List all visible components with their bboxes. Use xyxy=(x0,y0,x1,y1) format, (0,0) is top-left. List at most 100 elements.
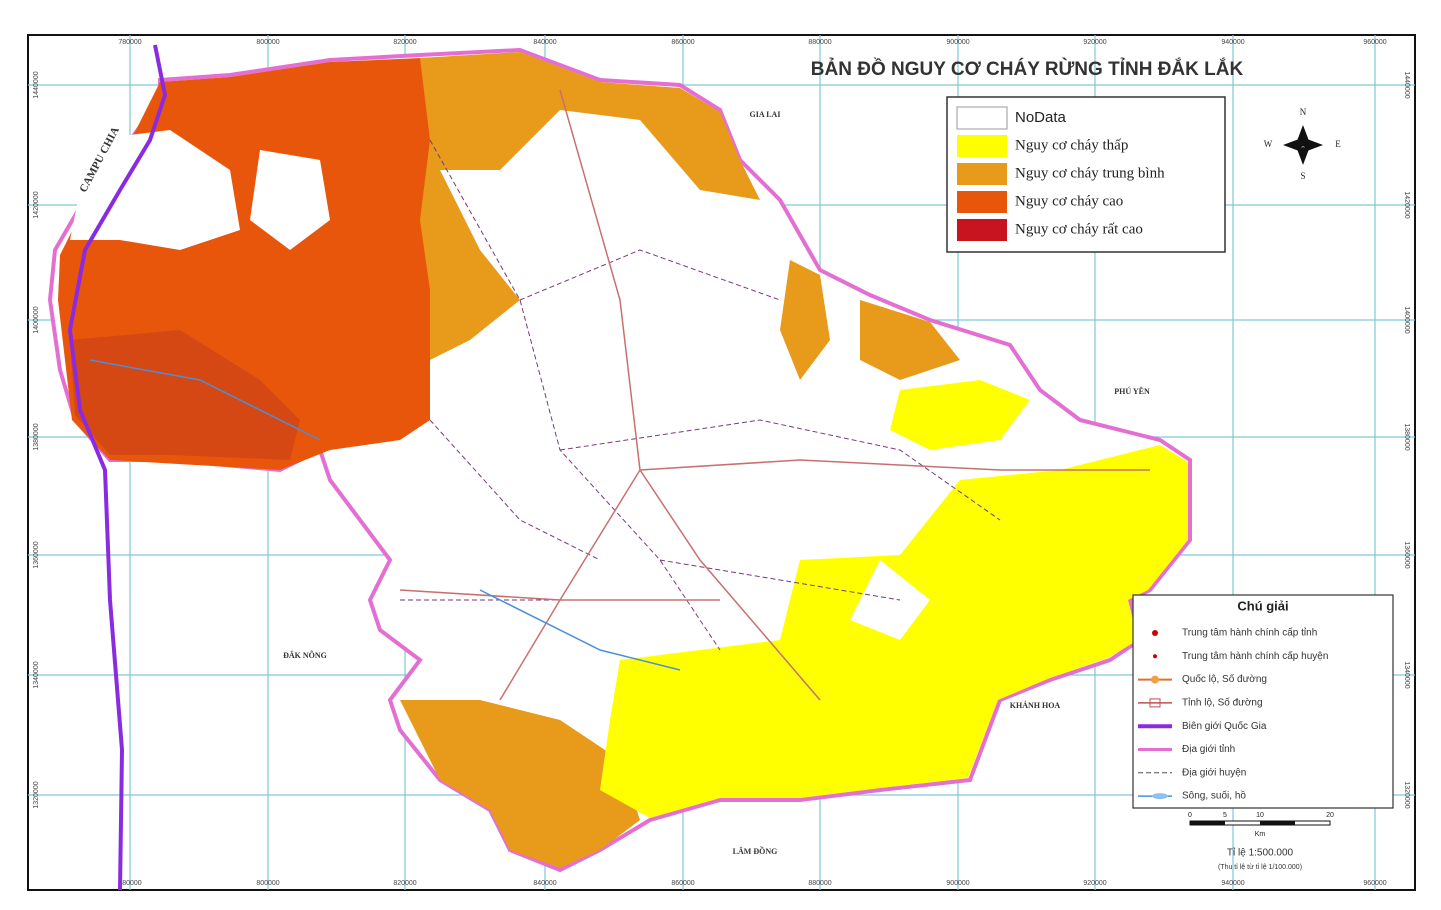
neighbor-label: PHÚ YÊN xyxy=(1114,386,1150,396)
zone-low xyxy=(890,380,1030,450)
scale-bar: 0 5 10 20 Km Tỉ lệ 1:500.000 (Thu tỉ lệ từ tỉ … xyxy=(1188,812,1334,871)
grid-label: 1420000 xyxy=(1403,191,1410,218)
neighbor-label: GIA LAI xyxy=(750,110,781,119)
zone-low-gap xyxy=(850,560,930,640)
compass-label: N xyxy=(1300,107,1307,117)
key-label: Địa giới tỉnh xyxy=(1182,743,1235,755)
scale-bar-segment xyxy=(1260,821,1295,825)
key-label: Trung tâm hành chính cấp tỉnh xyxy=(1182,627,1317,639)
key-label: Sông, suối, hồ xyxy=(1182,790,1246,802)
key-item: Địa giới huyện xyxy=(1138,767,1246,778)
grid-label: 1440000 xyxy=(1403,71,1410,98)
scale-note: (Thu tỉ lệ từ tỉ lệ 1/100.000) xyxy=(1218,863,1302,871)
district-boundary xyxy=(400,139,1001,651)
river xyxy=(89,359,681,671)
key-label: Trung tâm hành chính cấp huyện xyxy=(1182,650,1328,662)
grid-label: 800000 xyxy=(256,39,279,46)
scale-bar-segment xyxy=(1190,821,1225,825)
legend-label: Nguy cơ cháy rất cao xyxy=(1015,221,1143,237)
zone-medium xyxy=(410,52,760,360)
grid-label: 900000 xyxy=(946,880,969,887)
grid-label: 1440000 xyxy=(33,71,40,98)
grid-label: 1400000 xyxy=(1403,306,1410,333)
key-label: Quốc lộ, Số đường xyxy=(1182,673,1267,685)
key-item: Quốc lộ, Số đường xyxy=(1138,673,1267,685)
grid-label: 880000 xyxy=(808,39,831,46)
compass-arrow xyxy=(1283,139,1303,151)
grid-label: 820000 xyxy=(393,39,416,46)
grid-label: 1320000 xyxy=(33,781,40,808)
road xyxy=(399,89,1150,701)
grid-label: 920000 xyxy=(1083,39,1106,46)
legend-swatch xyxy=(957,135,1007,157)
grid-label: 1420000 xyxy=(33,191,40,218)
compass-label: W xyxy=(1264,139,1273,149)
grid-label: 960000 xyxy=(1363,39,1386,46)
scale-tick-label: 20 xyxy=(1326,812,1334,819)
grid-label: 940000 xyxy=(1221,39,1244,46)
key-symbol xyxy=(1149,698,1161,708)
scale-ratio: Tỉ lệ 1:500.000 xyxy=(1227,847,1294,859)
key-label: Biên giới Quốc Gia xyxy=(1182,720,1267,732)
key-symbol xyxy=(1152,793,1168,800)
legend-label: Nguy cơ cháy thấp xyxy=(1015,137,1128,153)
compass: N S E W xyxy=(1264,107,1342,181)
compass-label: S xyxy=(1300,171,1305,181)
key: Chú giải Trung tâm hành chính cấp tỉnh Tru… xyxy=(1132,594,1394,809)
grid-label: 1380000 xyxy=(33,423,40,450)
key-title: Chú giải xyxy=(1237,598,1288,613)
grid-label: 1380000 xyxy=(1403,423,1410,450)
scale-unit: Km xyxy=(1255,831,1266,838)
grid-label: 840000 xyxy=(533,39,556,46)
key-item: Trung tâm hành chính cấp tỉnh xyxy=(1152,627,1317,639)
zone-medium xyxy=(780,260,830,380)
scale-tick-label: 10 xyxy=(1256,812,1264,819)
compass-arrow xyxy=(1297,147,1309,165)
zone-medium xyxy=(860,300,960,380)
key-label: Tỉnh lộ, Số đường xyxy=(1182,697,1263,709)
key-item: Sông, suối, hồ xyxy=(1138,790,1246,802)
grid-label: 860000 xyxy=(671,880,694,887)
neighbor-label: KHÁNH HOA xyxy=(1010,700,1061,710)
grid-label: 940000 xyxy=(1221,880,1244,887)
grid-label: 900000 xyxy=(946,39,969,46)
zone-high-gap xyxy=(250,150,330,250)
grid-label: 780000 xyxy=(118,880,141,887)
grid-label: 820000 xyxy=(393,880,416,887)
scale-tick-label: 5 xyxy=(1223,812,1227,819)
grid-label: 840000 xyxy=(533,880,556,887)
compass-label: E xyxy=(1335,139,1341,149)
grid-label: 1360000 xyxy=(1403,541,1410,568)
zone-very-high xyxy=(70,330,300,460)
legend-label: Nguy cơ cháy cao xyxy=(1015,193,1123,209)
grid-label: 860000 xyxy=(671,39,694,46)
zone-medium xyxy=(400,700,640,868)
grid-label: 920000 xyxy=(1083,880,1106,887)
compass-arrow xyxy=(1303,139,1323,151)
legend-swatch xyxy=(957,163,1007,185)
grid-label: 800000 xyxy=(256,880,279,887)
legend-swatch xyxy=(956,106,1008,130)
grid-label: 960000 xyxy=(1363,880,1386,887)
grid-label: 1400000 xyxy=(33,306,40,333)
map-title: BẢN ĐỒ NGUY CƠ CHÁY RỪNG TỈNH ĐẮK LẮK xyxy=(811,58,1244,80)
grid-label: 1320000 xyxy=(1403,781,1410,808)
neighbor-label: ĐẮK NÔNG xyxy=(283,650,327,660)
key-symbol xyxy=(1152,630,1158,636)
grid-label: 1340000 xyxy=(33,661,40,688)
zone-high-gap xyxy=(70,130,240,250)
map-frame xyxy=(27,34,1416,891)
key-symbol xyxy=(1153,654,1157,659)
national-border xyxy=(67,44,168,891)
key-symbol xyxy=(1151,675,1159,684)
legend-label: Nguy cơ cháy trung bình xyxy=(1015,165,1165,181)
legend: NoData Nguy cơ cháy thấp Nguy cơ cháy trun… xyxy=(946,96,1226,253)
key-item: Trung tâm hành chính cấp huyện xyxy=(1153,650,1328,662)
grid-label: 880000 xyxy=(808,880,831,887)
key-label: Địa giới huyện xyxy=(1182,767,1246,778)
neighbor-label: LÂM ĐỒNG xyxy=(733,846,778,856)
legend-swatch xyxy=(957,191,1007,213)
grid-label: 1360000 xyxy=(33,541,40,568)
grid-label: 780000 xyxy=(118,39,141,46)
